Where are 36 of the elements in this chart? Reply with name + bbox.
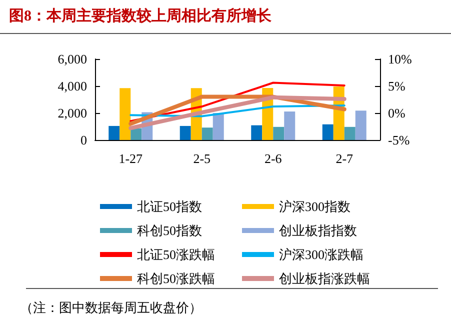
line-series bbox=[130, 104, 346, 118]
y-tick-label: 0 bbox=[80, 132, 87, 148]
y2-tick-label: -5% bbox=[388, 132, 410, 148]
y-tick-label: 4,000 bbox=[58, 78, 87, 94]
x-tick-label: 2-7 bbox=[336, 151, 354, 166]
bar bbox=[212, 113, 224, 140]
bar bbox=[273, 126, 284, 140]
legend-label: 创业板指指数 bbox=[279, 223, 357, 238]
legend-label: 科创50指数 bbox=[137, 223, 202, 238]
chart-title: 图8：本周主要指数较上周相比有所增长 bbox=[9, 6, 272, 24]
y2-tick-label: 5% bbox=[388, 78, 406, 94]
legend-label: 沪深300涨跌幅 bbox=[279, 247, 364, 262]
x-tick-label: 2-5 bbox=[193, 151, 211, 166]
bar bbox=[120, 88, 131, 140]
y-tick-label: 2,000 bbox=[58, 106, 87, 120]
bar bbox=[130, 128, 142, 140]
legend-label: 北证50指数 bbox=[137, 199, 202, 214]
legend-label: 科创50涨跌幅 bbox=[137, 271, 215, 286]
bar bbox=[202, 128, 213, 140]
bar bbox=[355, 110, 366, 140]
legend-label: 北证50涨跌幅 bbox=[137, 247, 215, 262]
x-tick-label: 1-27 bbox=[118, 151, 144, 166]
y-tick-label: 6,000 bbox=[58, 52, 87, 66]
bar bbox=[108, 126, 120, 140]
line-series bbox=[130, 82, 346, 122]
y2-tick-label: 0% bbox=[388, 106, 406, 120]
x-tick-label: 2-6 bbox=[264, 151, 282, 166]
bar bbox=[251, 125, 262, 140]
bar bbox=[180, 126, 191, 140]
legend-label: 创业板指涨跌幅 bbox=[279, 271, 370, 286]
legend-label: 沪深300指数 bbox=[279, 199, 350, 214]
bar bbox=[322, 124, 334, 140]
bar bbox=[284, 112, 296, 140]
text: （注：图中数据每周五收盘价） bbox=[20, 300, 202, 315]
bar bbox=[344, 126, 356, 140]
y2-tick-label: 10% bbox=[388, 52, 412, 66]
